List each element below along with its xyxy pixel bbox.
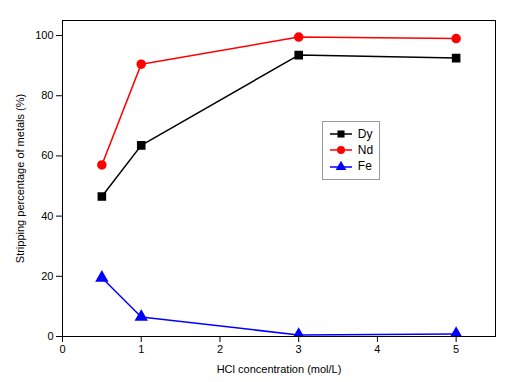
- html-text:Nd: Nd: [357, 143, 374, 158]
- svg-text:HCl concentration (mol/L): HCl concentration (mol/L): [217, 363, 342, 375]
- svg-text:4: 4: [374, 343, 380, 355]
- html-text:Dy: Dy: [357, 127, 373, 142]
- svg-text:60: 60: [41, 149, 53, 161]
- svg-text:80: 80: [41, 89, 53, 101]
- svg-text:Stripping percentage of metals: Stripping percentage of metals (%): [14, 94, 26, 263]
- svg-text:0: 0: [59, 343, 65, 355]
- svg-text:40: 40: [41, 210, 53, 222]
- svg-text:1: 1: [138, 343, 144, 355]
- svg-text:5: 5: [453, 343, 459, 355]
- svg-text:3: 3: [296, 343, 302, 355]
- html-text:Fe: Fe: [357, 159, 372, 174]
- svg-text:0: 0: [47, 330, 53, 342]
- svg-text:20: 20: [41, 270, 53, 282]
- svg-text:100: 100: [35, 29, 53, 41]
- svg-text:2: 2: [217, 343, 223, 355]
